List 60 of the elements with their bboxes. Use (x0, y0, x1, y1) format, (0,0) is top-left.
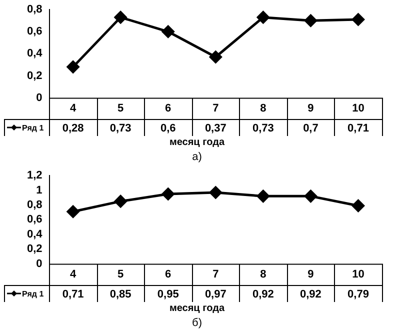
x-tick-label: 6 (165, 268, 172, 280)
x-tick-label: 10 (352, 102, 364, 114)
y-tick-label: 0 (36, 258, 42, 270)
point (66, 205, 80, 218)
legend-label: Ряд 1 (22, 124, 44, 133)
text: б) (191, 317, 203, 329)
data-label: 0,71 (62, 288, 84, 301)
y-tick-label: 1,2 (26, 170, 42, 182)
data-label: 0,85 (110, 288, 132, 301)
point (209, 186, 222, 199)
point (256, 190, 270, 202)
point (114, 11, 127, 24)
point (162, 188, 174, 200)
y-tick-label: 0,8 (26, 4, 42, 16)
data-label: 0,28 (62, 122, 84, 135)
x-tick-label: 5 (118, 268, 124, 280)
y-tick-label: 0,4 (26, 228, 44, 240)
data-label: 0,79 (348, 288, 369, 301)
point (66, 60, 80, 74)
x-tick-label: 6 (165, 102, 172, 114)
text: а) (191, 151, 203, 163)
x-tick-label: 9 (308, 102, 314, 114)
data-label: 0,71 (348, 122, 369, 135)
data-label: 0,7 (303, 122, 318, 135)
point (352, 199, 364, 212)
y-tick-label: 0,2 (26, 70, 42, 82)
data-label: 0,6 (160, 122, 176, 135)
x-tick-label: 7 (212, 268, 219, 280)
y-tick-label: 0,6 (26, 214, 42, 226)
x-tick-label: 5 (118, 102, 124, 114)
data-label: 0,92 (300, 288, 322, 301)
point (256, 11, 270, 24)
x-tick-label: 4 (70, 102, 77, 114)
x-axis-title: месяц года (168, 303, 226, 314)
data-label: 0,73 (252, 122, 274, 135)
x-tick-label: 8 (260, 268, 266, 280)
point (304, 14, 317, 27)
point (114, 195, 127, 208)
x-tick-label: 9 (308, 268, 314, 280)
legend-label: Ряд 1 (22, 290, 44, 299)
point (304, 190, 317, 202)
data-label: 0,73 (110, 122, 132, 135)
y-tick-label: 0,4 (26, 48, 44, 60)
point (162, 25, 174, 38)
y-tick-label: 0,6 (26, 26, 42, 38)
point (209, 50, 222, 64)
x-tick-label: 7 (212, 102, 219, 114)
x-tick-label: 8 (260, 102, 266, 114)
x-tick-label: 10 (352, 268, 364, 280)
point (352, 13, 364, 26)
x-tick-label: 4 (70, 268, 77, 280)
y-tick-label: 0 (36, 92, 42, 104)
y-tick-label: 1 (36, 184, 42, 196)
y-tick-label: 0,2 (26, 243, 42, 256)
data-label: 0,92 (252, 288, 274, 301)
data-label: 0,97 (204, 288, 226, 301)
data-label: 0,95 (157, 288, 179, 301)
data-label: 0,37 (204, 122, 226, 135)
y-tick-label: 0,8 (26, 199, 42, 212)
x-axis-title: месяц года (168, 137, 226, 148)
